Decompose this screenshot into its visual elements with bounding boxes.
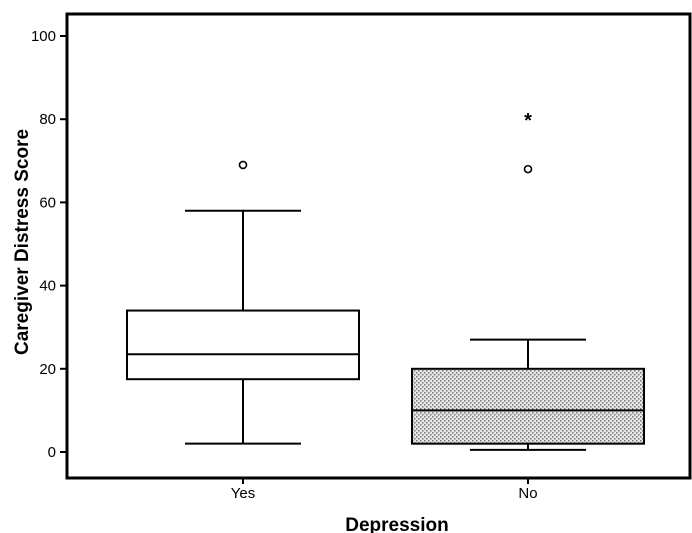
y-axis-title: Caregiver Distress Score	[12, 129, 33, 355]
x-tick-label: Yes	[231, 485, 255, 502]
box-iqr	[126, 309, 360, 381]
extreme-point: *	[524, 110, 532, 132]
plot-area: 0 20 40 60 80 100 Yes No *	[31, 12, 692, 502]
y-tick-label: 0	[48, 444, 56, 461]
outlier-point	[523, 164, 533, 174]
plot-frame	[65, 12, 692, 480]
y-tick-label: 100	[31, 28, 56, 45]
outlier-point	[238, 160, 248, 170]
x-tick-label: No	[518, 485, 537, 502]
y-tick-label: 60	[39, 194, 56, 211]
y-tick-label: 80	[39, 111, 56, 128]
x-axis-title: Depression	[345, 515, 448, 533]
y-tick-label: 40	[39, 278, 56, 295]
box-iqr	[411, 367, 645, 445]
y-tick-label: 20	[39, 361, 56, 378]
